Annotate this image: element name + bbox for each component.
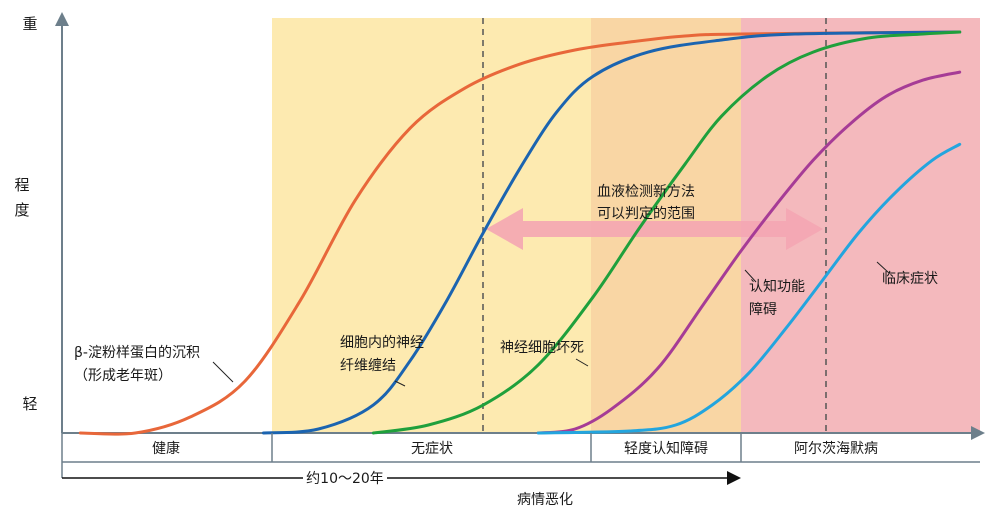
series-label: 障碍 — [749, 302, 777, 318]
series-label: 细胞内的神经 — [340, 335, 424, 351]
tangle-curve — [262, 30, 962, 435]
leader-line — [212, 361, 234, 383]
blood-test-label: 可以判定的范围 — [597, 205, 695, 222]
series-label: 纤维缠结 — [340, 357, 396, 374]
stage-label: 健康 — [152, 440, 180, 457]
y-axis-middle-label: 程 — [14, 176, 29, 194]
amyloid-curve — [78, 30, 962, 436]
axes — [55, 12, 985, 440]
double-arrow-icon — [486, 208, 823, 250]
clinical-curve — [536, 142, 962, 435]
blood-test-label: 血液检测新方法 — [597, 184, 695, 200]
y-axis-top-label: 重 — [22, 15, 37, 33]
x-axis-arrow-icon — [971, 426, 985, 440]
span-label: 约10～20年 — [306, 471, 384, 487]
leader-line — [876, 261, 890, 274]
stage-label: 无症状 — [411, 441, 453, 457]
blood-test-range-arrow — [486, 208, 823, 250]
stage-label: 阿尔茨海默病 — [794, 441, 878, 457]
dashed-markers — [482, 18, 827, 433]
series-curves — [78, 30, 962, 436]
series-label: 神经细胞坏死 — [500, 340, 584, 356]
leader-line — [394, 380, 406, 387]
series-label: （形成老年斑） — [74, 368, 172, 384]
leader-line — [744, 269, 757, 283]
leader-line — [575, 358, 589, 367]
x-axis-label: 病情恶化 — [517, 492, 573, 508]
y-axis-arrow-icon — [55, 12, 69, 26]
series-label: 认知功能 — [749, 278, 805, 295]
series-label: β-淀粉样蛋白的沉积 — [74, 345, 200, 361]
series-label: 临床症状 — [882, 271, 938, 287]
y-axis-bottom-label: 轻 — [22, 395, 37, 413]
y-axis-middle-label: 度 — [14, 201, 29, 219]
span-arrow-icon — [727, 471, 741, 485]
neuron-death-curve — [371, 30, 962, 435]
stage-label: 轻度认知障碍 — [624, 440, 708, 457]
span-label-bg — [303, 467, 387, 487]
stage-band — [62, 18, 272, 433]
cognitive-curve — [536, 70, 962, 435]
